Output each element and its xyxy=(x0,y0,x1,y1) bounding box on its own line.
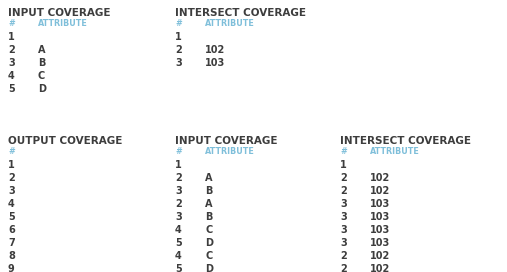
Text: INPUT COVERAGE: INPUT COVERAGE xyxy=(8,8,111,18)
Text: 3: 3 xyxy=(340,238,347,248)
Text: 4: 4 xyxy=(175,225,182,235)
Text: 102: 102 xyxy=(370,186,390,196)
Text: 3: 3 xyxy=(175,186,182,196)
Text: 103: 103 xyxy=(370,238,390,248)
Text: #: # xyxy=(8,19,15,28)
Text: 103: 103 xyxy=(370,225,390,235)
Text: 103: 103 xyxy=(205,58,225,68)
Text: 102: 102 xyxy=(370,264,390,272)
Text: 3: 3 xyxy=(340,225,347,235)
Text: C: C xyxy=(205,225,212,235)
Text: C: C xyxy=(205,251,212,261)
Text: 102: 102 xyxy=(370,173,390,183)
Text: 102: 102 xyxy=(205,45,225,55)
Text: 1: 1 xyxy=(8,32,15,42)
Text: 2: 2 xyxy=(8,45,15,55)
Text: 1: 1 xyxy=(340,160,347,170)
Text: OUTPUT COVERAGE: OUTPUT COVERAGE xyxy=(8,136,122,146)
Text: 7: 7 xyxy=(8,238,15,248)
Text: B: B xyxy=(38,58,45,68)
Text: 2: 2 xyxy=(340,251,347,261)
Text: #: # xyxy=(175,147,182,156)
Text: ATTRIBUTE: ATTRIBUTE xyxy=(205,19,255,28)
Text: 5: 5 xyxy=(8,84,15,94)
Text: 3: 3 xyxy=(340,199,347,209)
Text: A: A xyxy=(205,173,212,183)
Text: 6: 6 xyxy=(8,225,15,235)
Text: 4: 4 xyxy=(175,251,182,261)
Text: 1: 1 xyxy=(8,160,15,170)
Text: #: # xyxy=(175,19,182,28)
Text: 4: 4 xyxy=(8,199,15,209)
Text: D: D xyxy=(38,84,46,94)
Text: 3: 3 xyxy=(8,58,15,68)
Text: 3: 3 xyxy=(8,186,15,196)
Text: C: C xyxy=(38,71,45,81)
Text: B: B xyxy=(205,186,212,196)
Text: 2: 2 xyxy=(340,173,347,183)
Text: INTERSECT COVERAGE: INTERSECT COVERAGE xyxy=(340,136,471,146)
Text: 3: 3 xyxy=(340,212,347,222)
Text: 1: 1 xyxy=(175,160,182,170)
Text: INPUT COVERAGE: INPUT COVERAGE xyxy=(175,136,277,146)
Text: 5: 5 xyxy=(8,212,15,222)
Text: 2: 2 xyxy=(8,173,15,183)
Text: 5: 5 xyxy=(175,264,182,272)
Text: D: D xyxy=(205,264,213,272)
Text: 8: 8 xyxy=(8,251,15,261)
Text: A: A xyxy=(38,45,46,55)
Text: 3: 3 xyxy=(175,212,182,222)
Text: ATTRIBUTE: ATTRIBUTE xyxy=(370,147,420,156)
Text: ATTRIBUTE: ATTRIBUTE xyxy=(38,19,88,28)
Text: D: D xyxy=(205,238,213,248)
Text: A: A xyxy=(205,199,212,209)
Text: 103: 103 xyxy=(370,199,390,209)
Text: 2: 2 xyxy=(340,186,347,196)
Text: 103: 103 xyxy=(370,212,390,222)
Text: B: B xyxy=(205,212,212,222)
Text: ATTRIBUTE: ATTRIBUTE xyxy=(205,147,255,156)
Text: 2: 2 xyxy=(340,264,347,272)
Text: #: # xyxy=(340,147,347,156)
Text: #: # xyxy=(8,147,15,156)
Text: 102: 102 xyxy=(370,251,390,261)
Text: 1: 1 xyxy=(175,32,182,42)
Text: 5: 5 xyxy=(175,238,182,248)
Text: 4: 4 xyxy=(8,71,15,81)
Text: INTERSECT COVERAGE: INTERSECT COVERAGE xyxy=(175,8,306,18)
Text: 2: 2 xyxy=(175,45,182,55)
Text: 2: 2 xyxy=(175,199,182,209)
Text: 2: 2 xyxy=(175,173,182,183)
Text: 3: 3 xyxy=(175,58,182,68)
Text: 9: 9 xyxy=(8,264,15,272)
